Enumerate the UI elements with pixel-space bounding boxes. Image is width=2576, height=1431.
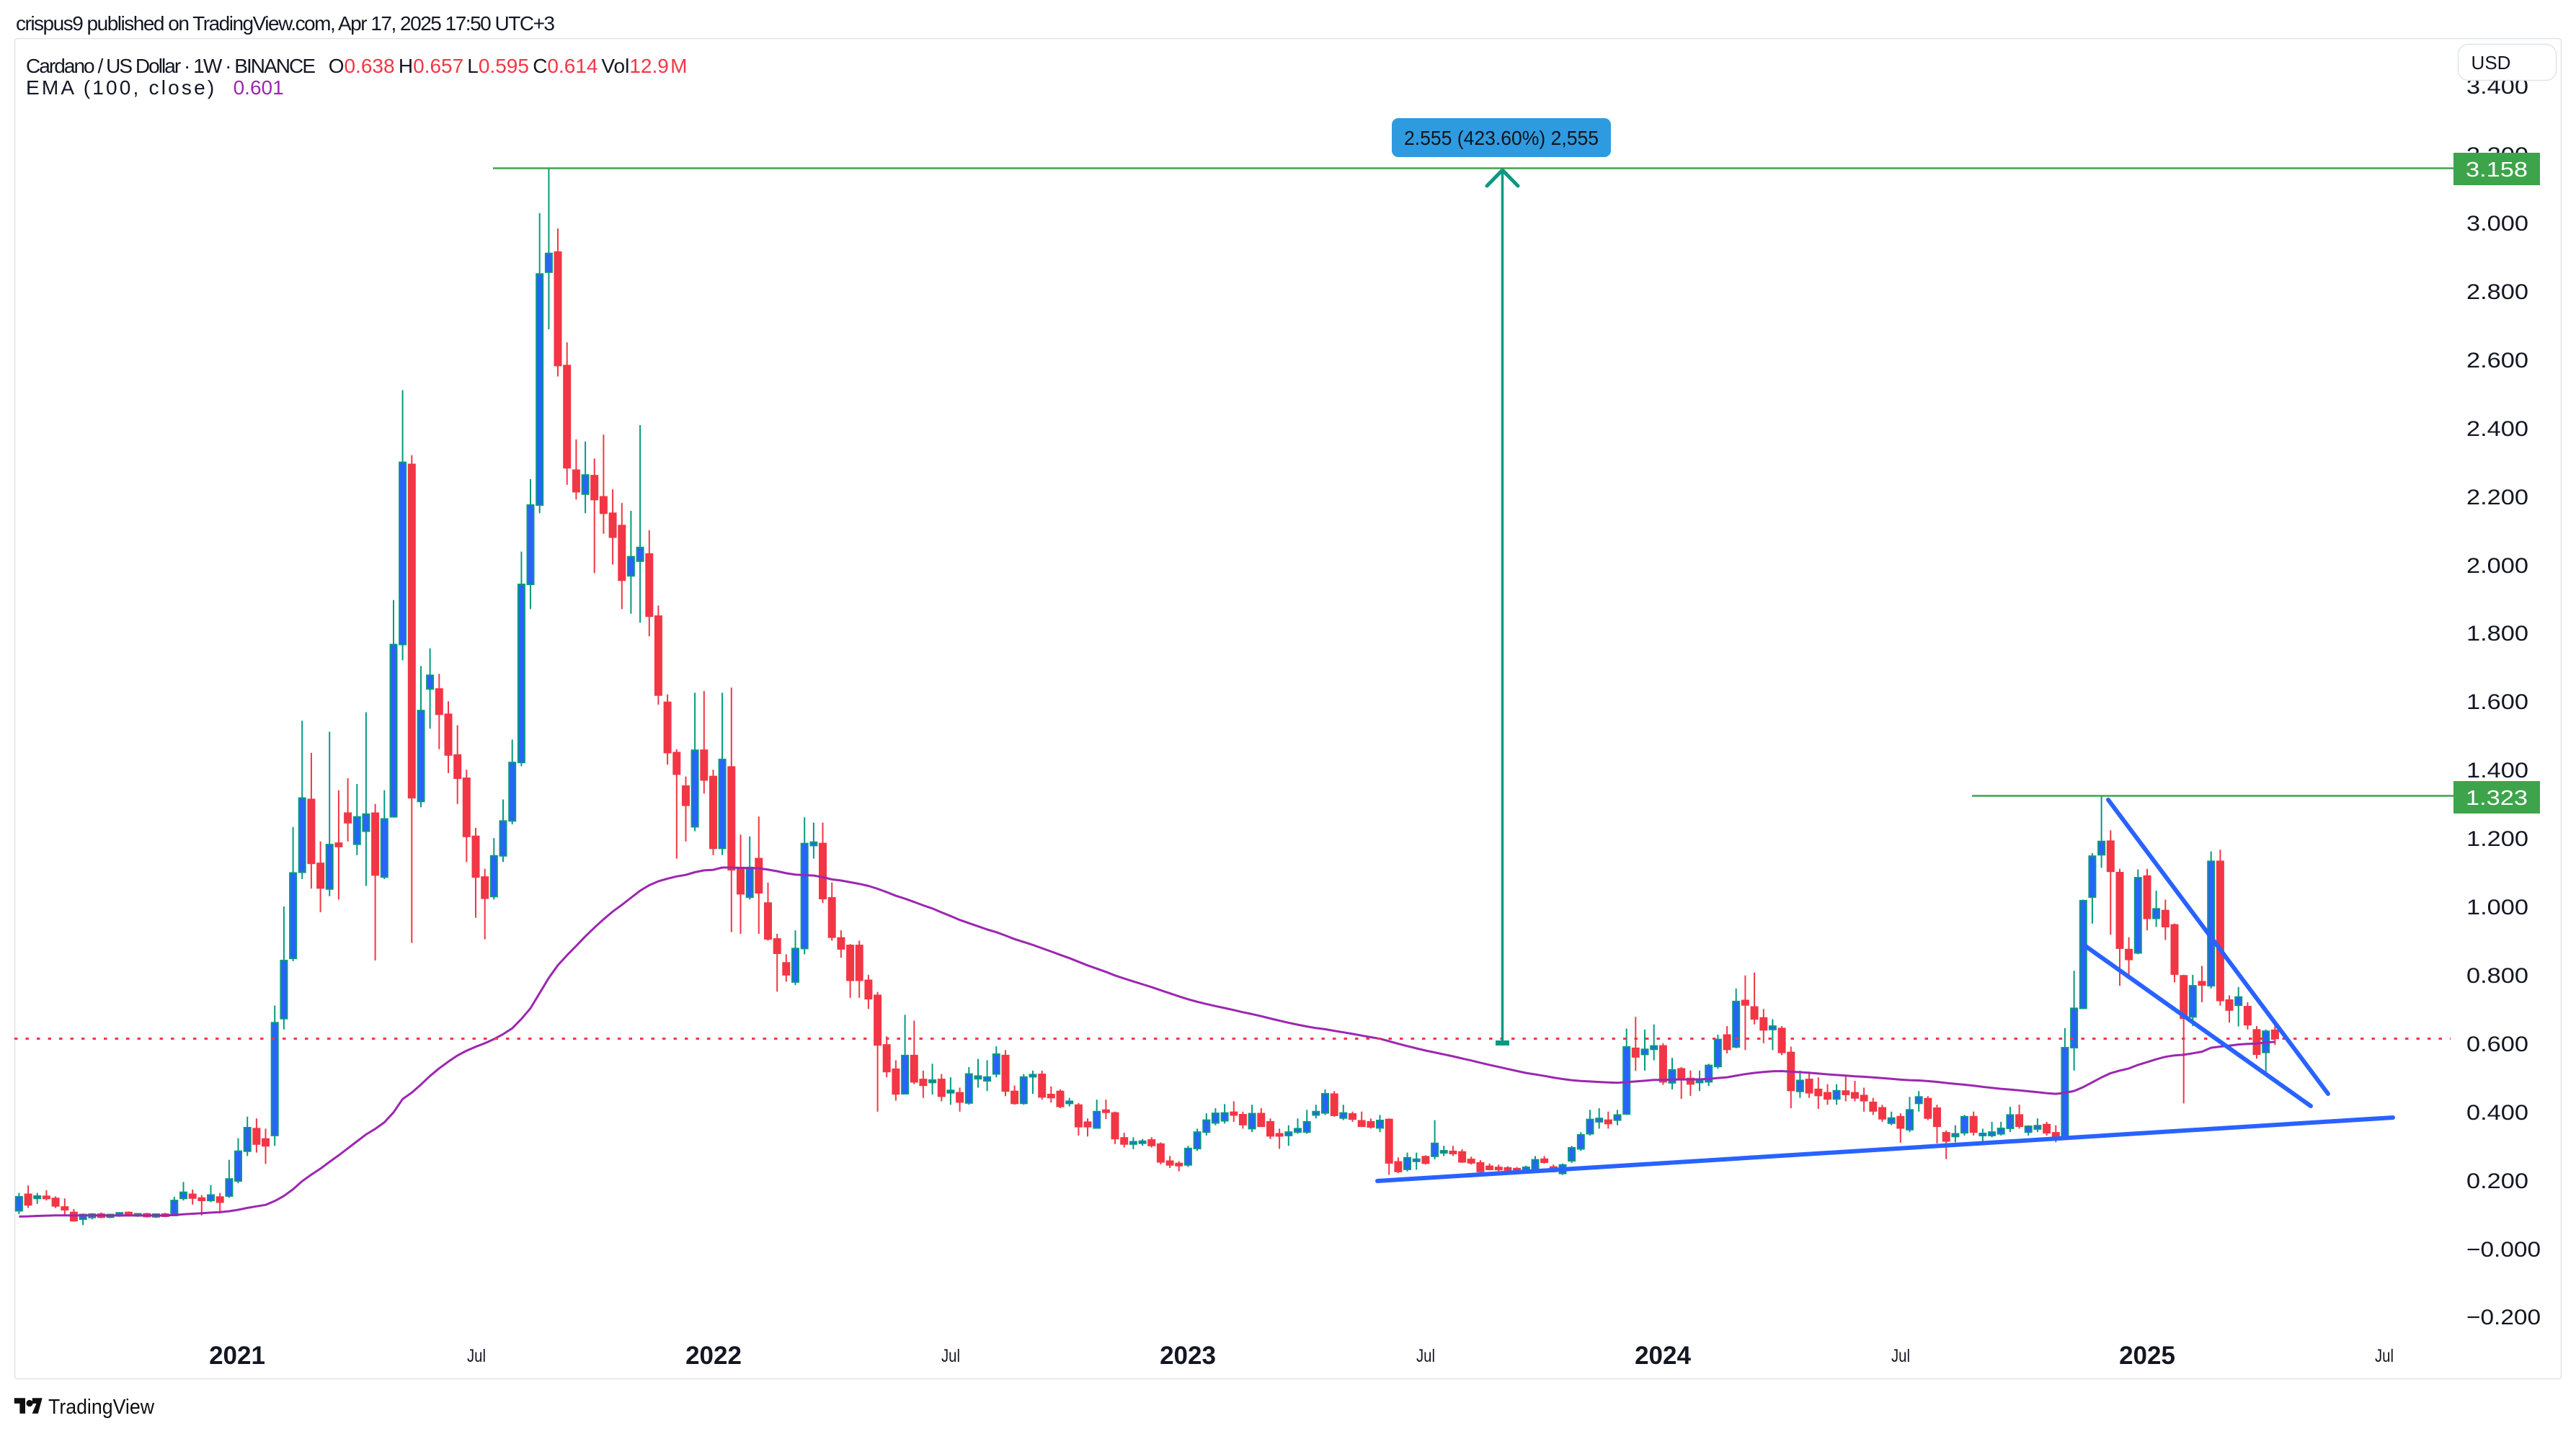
svg-text:EMA (100, close): EMA (100, close) [26,76,216,99]
svg-text:2025: 2025 [2119,1342,2175,1370]
svg-text:−0.000: −0.000 [2466,1238,2541,1262]
svg-text:C0.614: C0.614 [533,55,598,77]
svg-text:Cardano / US Dollar · 1W · BIN: Cardano / US Dollar · 1W · BINANCE [26,55,316,77]
svg-text:Jul: Jul [467,1346,486,1366]
svg-text:2.400: 2.400 [2466,417,2528,441]
svg-text:L0.595: L0.595 [467,55,529,77]
svg-text:3.000: 3.000 [2466,212,2528,236]
svg-text:Jul: Jul [941,1346,960,1366]
svg-text:2022: 2022 [685,1342,742,1370]
svg-text:Jul: Jul [1416,1346,1435,1366]
svg-text:TradingView: TradingView [48,1396,155,1419]
svg-text:H0.657: H0.657 [399,55,463,77]
svg-text:1.200: 1.200 [2466,827,2528,851]
svg-text:Jul: Jul [1891,1346,1910,1366]
svg-text:0.200: 0.200 [2466,1169,2528,1193]
svg-text:2.200: 2.200 [2466,486,2528,509]
svg-text:Jul: Jul [2375,1346,2394,1366]
svg-text:2.000: 2.000 [2466,554,2528,578]
svg-text:2.555 (423.60%) 2,555: 2.555 (423.60%) 2,555 [1404,127,1599,149]
svg-text:1.800: 1.800 [2466,622,2528,646]
svg-text:2021: 2021 [209,1342,265,1370]
svg-text:2.800: 2.800 [2466,280,2528,304]
svg-text:1.600: 1.600 [2466,690,2528,714]
svg-text:1.323: 1.323 [2466,787,2528,810]
svg-text:crispus9 published on TradingV: crispus9 published on TradingView.com, A… [16,12,555,35]
svg-text:Vol12.9 M: Vol12.9 M [601,55,687,77]
svg-text:1.000: 1.000 [2466,896,2528,919]
svg-text:0.400: 0.400 [2466,1101,2528,1125]
svg-text:0.601: 0.601 [234,76,284,99]
svg-text:0.600: 0.600 [2466,1033,2528,1056]
svg-text:2024: 2024 [1635,1342,1691,1370]
svg-text:0.800: 0.800 [2466,964,2528,988]
svg-text:2023: 2023 [1160,1342,1216,1370]
svg-text:3.158: 3.158 [2466,159,2528,182]
svg-text:2.600: 2.600 [2466,349,2528,373]
svg-text:USD: USD [2471,52,2511,73]
svg-text:1.400: 1.400 [2466,759,2528,783]
svg-text:O0.638: O0.638 [329,55,395,77]
svg-text:−0.200: −0.200 [2466,1306,2541,1329]
